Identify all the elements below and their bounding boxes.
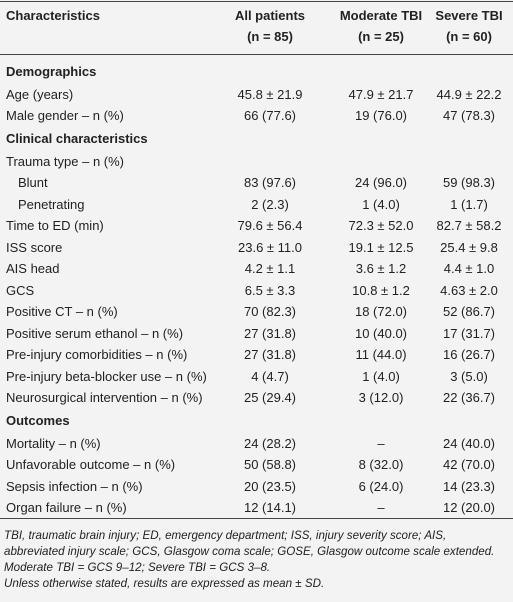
cell: 10 (40.0) — [354, 325, 408, 341]
cell: 66 (77.6) — [243, 108, 297, 123]
section-title: Clinical characteristics — [6, 131, 148, 146]
cell: 11 (44.0) — [355, 347, 407, 362]
cell: 4 (4.7) — [251, 368, 289, 384]
cell: 52 (86.7) — [442, 304, 496, 319]
cell: 22 (36.7) — [442, 390, 496, 405]
cell: 20 (23.5) — [243, 478, 297, 494]
cell: 25 (29.4) — [243, 390, 297, 405]
cell: 1 (1.7) — [450, 196, 488, 212]
cell: 47.9 ± 21.7 — [348, 86, 414, 102]
row-label: Blunt — [18, 175, 48, 190]
row-label: GCS — [6, 282, 35, 298]
cell: 23.6 ± 11.0 — [238, 239, 302, 255]
cell: 4.2 ± 1.1 — [244, 261, 296, 276]
cell: 6.5 ± 3.3 — [244, 282, 296, 298]
header-cell: Moderate TBI — [339, 8, 423, 23]
cell: 1 (4.0) — [362, 368, 400, 384]
row-label: Mortality – n (%) — [6, 435, 101, 451]
cell: 16 (26.7) — [442, 347, 496, 362]
cell: 83 (97.6) — [243, 175, 297, 190]
cell: 8 (32.0) — [358, 457, 404, 472]
row-label: AIS head — [6, 261, 60, 276]
row-label: Time to ED (min) — [6, 218, 104, 233]
cell: 3 (12.0) — [358, 390, 404, 405]
cell: 42 (70.0) — [442, 457, 496, 472]
cell: 4.4 ± 1.0 — [443, 261, 495, 276]
cell: 24 (40.0) — [442, 435, 496, 451]
cell: 72.3 ± 52.0 — [348, 218, 414, 233]
row-label: Age (years) — [6, 86, 74, 102]
cell: 12 (20.0) — [442, 500, 496, 515]
cell: 6 (24.0) — [358, 478, 404, 494]
row-label: Sepsis infection – n (%) — [6, 478, 143, 494]
header-sub: (n = 25) — [358, 29, 404, 44]
cell: 25.4 ± 9.8 — [440, 239, 498, 255]
footnote: TBI, traumatic brain injury; ED, emergen… — [4, 529, 495, 558]
row-label: Unfavorable outcome – n (%) — [6, 457, 176, 472]
header-cell: Severe TBI — [435, 8, 503, 23]
footnote: Moderate TBI = GCS 9–12; Severe TBI = GC… — [4, 561, 271, 574]
cell: 12 (14.1) — [243, 500, 297, 515]
section-title: Demographics — [6, 64, 97, 79]
cell: 4.63 ± 2.0 — [440, 282, 498, 298]
cell: 79.6 ± 56.4 — [237, 218, 303, 233]
cell: 50 (58.8) — [243, 457, 297, 472]
row-label: Trauma type – n (%) — [6, 153, 125, 169]
row-label: ISS score — [6, 239, 63, 255]
row-label: Pre-injury beta-blocker use – n (%) — [6, 368, 207, 384]
cell: 3 (5.0) — [450, 368, 488, 384]
cell: 18 (72.0) — [354, 304, 408, 319]
cell: 44.9 ± 22.2 — [436, 86, 502, 102]
bottom-rule — [0, 518, 513, 519]
cell: 45.8 ± 21.9 — [237, 86, 303, 102]
header-sub: (n = 60) — [446, 29, 492, 44]
cell: 47 (78.3) — [442, 108, 496, 123]
row-label: Positive serum ethanol – n (%) — [6, 325, 184, 341]
cell: 3.6 ± 1.2 — [355, 261, 407, 276]
cell: 70 (82.3) — [243, 304, 297, 319]
header-cell: All patients — [234, 8, 306, 23]
cell: 27 (31.8) — [243, 347, 297, 362]
header-cell: Characteristics — [6, 8, 100, 23]
row-label: Male gender – n (%) — [6, 108, 124, 123]
cell: 19.1 ± 12.5 — [348, 239, 414, 255]
cell: 24 (96.0) — [354, 175, 408, 190]
row-label: Organ failure – n (%) — [6, 500, 127, 515]
cell: – — [377, 500, 385, 515]
cell: – — [377, 435, 385, 451]
cell: 1 (4.0) — [362, 196, 400, 212]
top-rule — [0, 1, 513, 2]
cell: 17 (31.7) — [442, 325, 496, 341]
cell: 27 (31.8) — [243, 325, 297, 341]
cell: 10.8 ± 1.2 — [352, 282, 410, 298]
row-label: Pre-injury comorbidities – n (%) — [6, 347, 188, 362]
row-label: Positive CT – n (%) — [6, 304, 118, 319]
row-label: Neurosurgical intervention – n (%) — [6, 390, 203, 405]
section-title: Outcomes — [6, 413, 70, 428]
cell: 82.7 ± 58.2 — [436, 218, 502, 233]
cell: 19 (76.0) — [354, 108, 408, 123]
footnote: Unless otherwise stated, results are exp… — [4, 577, 325, 590]
cell: 59 (98.3) — [442, 175, 496, 190]
header-sub: (n = 85) — [247, 29, 293, 44]
header-rule — [0, 54, 513, 55]
cell: 14 (23.3) — [442, 478, 496, 494]
cell: 2 (2.3) — [251, 196, 289, 212]
cell: 24 (28.2) — [243, 435, 297, 451]
row-label: Penetrating — [18, 196, 85, 212]
